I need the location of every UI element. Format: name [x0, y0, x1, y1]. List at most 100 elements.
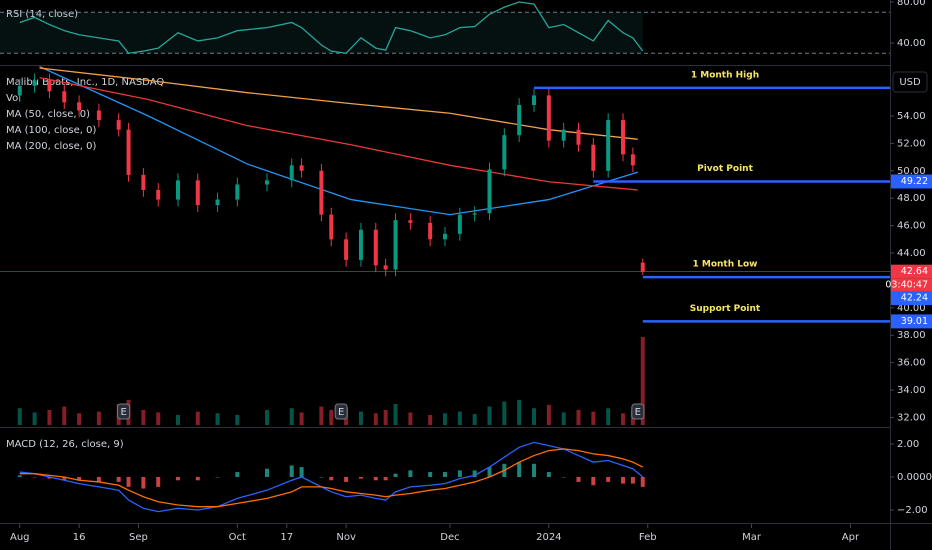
- macd-histogram-bar: [47, 476, 52, 479]
- earnings-label: E: [338, 407, 344, 418]
- candle-body: [77, 102, 82, 111]
- candle-body: [289, 165, 294, 181]
- macd-histogram-bar: [195, 476, 200, 481]
- moving-average: [39, 76, 638, 191]
- volume-bar: [96, 411, 101, 425]
- x-tick-label: Dec: [440, 532, 459, 543]
- candle-body: [428, 222, 433, 240]
- currency-box[interactable]: [892, 71, 928, 93]
- volume-bar: [517, 399, 522, 425]
- y-tick-label: 40.00: [897, 303, 926, 314]
- macd-histogram-bar: [141, 476, 146, 489]
- rsi-band-fill: [0, 12, 643, 54]
- candle-body: [546, 95, 551, 141]
- rsi-title: RSI (14, close): [6, 9, 78, 20]
- macd-histogram-bar: [546, 472, 551, 477]
- candle-body: [393, 220, 398, 270]
- earnings-marker: [117, 403, 131, 420]
- volume-bar: [156, 412, 161, 425]
- candle-body: [319, 170, 324, 215]
- candle-body: [126, 129, 131, 175]
- macd-histogram-bar: [77, 476, 82, 481]
- level-label: Support Point: [690, 304, 761, 314]
- candle-body: [96, 110, 101, 121]
- macd-histogram-bar: [428, 472, 433, 477]
- candle-body: [299, 165, 304, 171]
- macd-histogram-bar: [62, 476, 67, 481]
- candle-body: [156, 189, 161, 200]
- countdown-box: [891, 278, 932, 292]
- x-tick-label: Aug: [10, 532, 30, 543]
- signal-line: [19, 448, 644, 508]
- candle-body: [215, 199, 220, 206]
- candle-body: [640, 262, 645, 272]
- currency[interactable]: USD: [899, 77, 921, 88]
- pivot-price-box: [891, 174, 932, 189]
- x-tick-label: Apr: [842, 532, 860, 543]
- macd-histogram-bar: [621, 476, 625, 484]
- volume-bar: [640, 337, 645, 425]
- macd-histogram-bar: [176, 476, 180, 481]
- y-tick-label: 2.00: [897, 439, 919, 450]
- macd-histogram-bar: [329, 476, 334, 481]
- rsi-line: [19, 1, 644, 54]
- level-label: Pivot Point: [697, 164, 753, 174]
- legend-entry: MA (50, close, 0): [6, 109, 90, 120]
- earnings-label: E: [120, 407, 126, 418]
- macd-histogram-bar: [235, 472, 240, 477]
- macd-histogram-bar: [116, 476, 121, 482]
- legend-entry: MA (200, close, 0): [6, 141, 96, 152]
- y-tick-label: 0.0000: [897, 472, 932, 483]
- macd-histogram-bar: [576, 476, 581, 482]
- candle-body: [606, 120, 611, 171]
- candle-body: [576, 129, 581, 145]
- candle-body: [472, 213, 477, 215]
- macd-histogram-bar: [215, 476, 220, 478]
- candle-body: [373, 229, 378, 266]
- macd-histogram-bar: [344, 476, 349, 482]
- last-price: 42.64: [901, 266, 928, 277]
- candle-body: [329, 214, 334, 240]
- volume-bar: [319, 406, 324, 425]
- volume-bar: [141, 409, 146, 425]
- volume-bar: [621, 413, 625, 425]
- volume-bar: [606, 408, 611, 425]
- volume-bar: [443, 413, 447, 425]
- volume-bar: [383, 409, 388, 425]
- volume-bar: [428, 414, 433, 425]
- volume-bar: [289, 408, 294, 425]
- y-tick-label: −2.00: [897, 505, 928, 516]
- volume-bar: [591, 411, 596, 425]
- x-tick-label: Mar: [742, 532, 762, 543]
- volume-bar: [408, 412, 413, 425]
- candle-body: [457, 214, 462, 234]
- macd-histogram-bar: [487, 467, 492, 477]
- candle-body: [561, 129, 566, 141]
- volume-bar: [502, 401, 507, 425]
- macd-histogram-bar: [17, 475, 22, 477]
- y-tick-label: 32.00: [897, 412, 926, 423]
- volume-bar: [265, 409, 269, 425]
- candle-body: [408, 220, 413, 223]
- candle-body: [265, 180, 269, 185]
- macd-line: [19, 441, 644, 513]
- candle-body: [358, 229, 363, 260]
- macd-histogram-bar: [532, 463, 536, 477]
- earnings-marker: [334, 403, 348, 420]
- macd-histogram-bar: [358, 476, 363, 479]
- candle-body: [443, 233, 447, 240]
- volume-label: Vol: [6, 93, 21, 104]
- support-price-box: [891, 314, 932, 329]
- y-tick-label: 80.00: [897, 0, 926, 8]
- volume-bar: [299, 412, 304, 425]
- macd-histogram-bar: [299, 467, 304, 477]
- volume-bar: [62, 406, 67, 425]
- volume-bar: [487, 406, 492, 425]
- last-price-box: [891, 264, 932, 279]
- y-tick-label: 48.00: [897, 193, 926, 204]
- macd-histogram-bar: [383, 476, 388, 481]
- y-tick-label: 36.00: [897, 358, 926, 369]
- macd-histogram-bar: [606, 476, 611, 482]
- macd-histogram-bar: [472, 470, 477, 477]
